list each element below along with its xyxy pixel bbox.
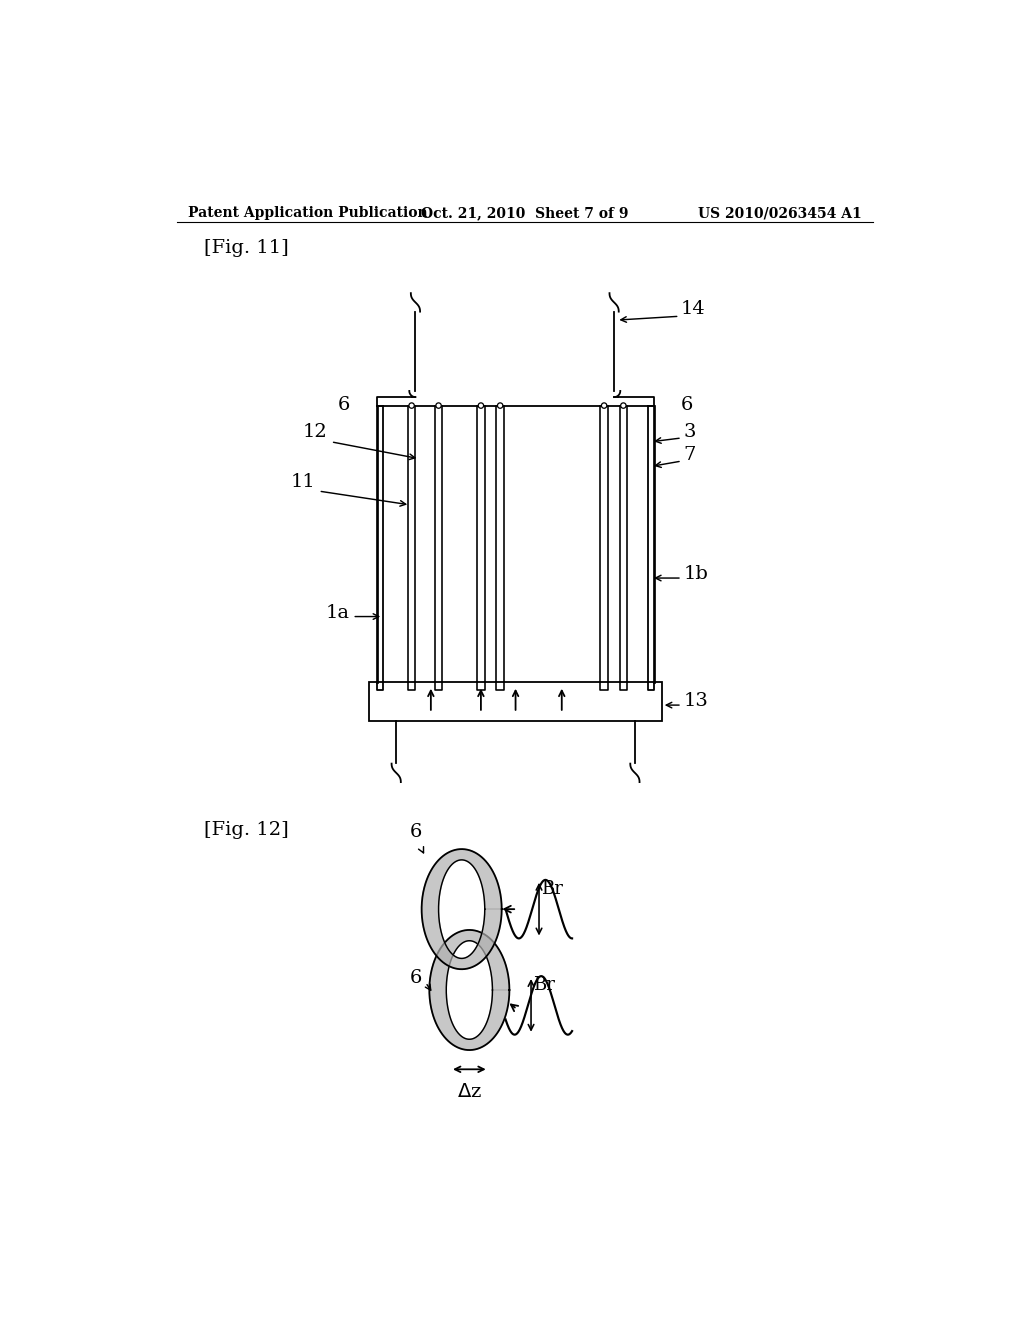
Text: [Fig. 12]: [Fig. 12] [204,821,289,838]
Text: $\Delta$z: $\Delta$z [457,1084,482,1101]
Text: 3: 3 [683,422,696,441]
Ellipse shape [436,403,441,408]
Text: 12: 12 [302,422,327,441]
Ellipse shape [621,403,626,408]
Ellipse shape [478,403,483,408]
Ellipse shape [409,403,415,408]
Text: 13: 13 [683,692,709,710]
Polygon shape [429,931,509,1049]
Text: Oct. 21, 2010  Sheet 7 of 9: Oct. 21, 2010 Sheet 7 of 9 [421,206,629,220]
Text: 6: 6 [338,396,350,413]
Text: US 2010/0263454 A1: US 2010/0263454 A1 [698,206,862,220]
Ellipse shape [601,403,607,408]
Bar [370,682,662,721]
Text: Br: Br [532,975,554,994]
Polygon shape [422,849,502,969]
Text: 1b: 1b [683,565,709,583]
Text: Patent Application Publication: Patent Application Publication [188,206,428,220]
Text: 6: 6 [681,396,693,413]
Text: 11: 11 [291,473,315,491]
Ellipse shape [498,403,503,408]
Text: Br: Br [541,879,562,898]
Text: 1a: 1a [326,603,350,622]
Text: 6: 6 [410,824,423,841]
Text: [Fig. 11]: [Fig. 11] [204,239,289,257]
Text: 6: 6 [410,969,423,987]
Text: 14: 14 [681,300,706,318]
Text: 7: 7 [683,446,695,463]
